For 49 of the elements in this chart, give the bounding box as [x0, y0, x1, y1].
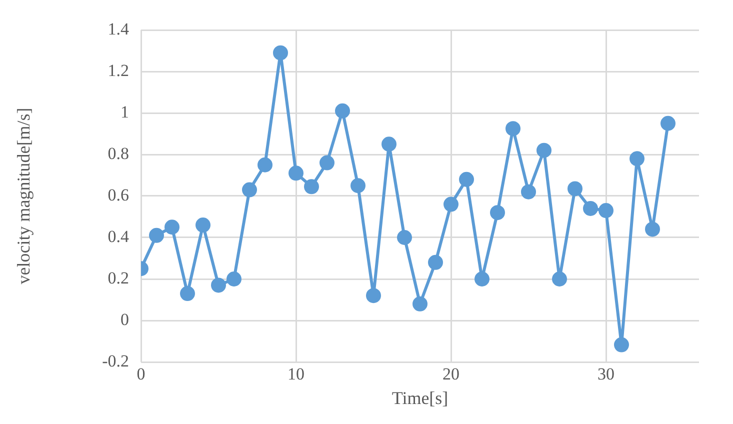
x-tick-label: 10: [288, 364, 304, 384]
point: [490, 205, 505, 220]
point: [382, 136, 396, 152]
y-tick-label: 1.2: [108, 60, 129, 80]
point: [149, 228, 164, 243]
y-tick-label: 0.2: [108, 268, 129, 288]
y-tick-label: 1: [120, 102, 129, 122]
y-axis-title: velocity magnitude[m/s]: [14, 108, 34, 284]
point: [350, 178, 366, 194]
point: [164, 220, 180, 235]
y-tick-label: -0.2: [102, 351, 129, 370]
y-tick-label: 0.6: [108, 185, 129, 204]
point: [428, 254, 443, 270]
point: [412, 296, 428, 312]
point: [598, 203, 614, 218]
point: [273, 45, 288, 60]
y-tick-label: 0: [120, 310, 129, 329]
point: [614, 337, 629, 352]
point: [536, 142, 552, 158]
x-tick-label: 30: [598, 364, 614, 384]
point: [444, 196, 458, 212]
point: [645, 222, 660, 237]
x-tick-label: 20: [442, 364, 460, 384]
point: [459, 172, 474, 187]
x-axis-title: Time[s]: [392, 388, 448, 408]
point: [366, 288, 381, 304]
point: [583, 200, 598, 216]
point: [474, 272, 490, 286]
point: [288, 166, 304, 181]
y-tick-label: 0.4: [108, 226, 130, 246]
point: [242, 182, 257, 198]
point: [506, 121, 520, 136]
point: [196, 218, 210, 233]
point: [521, 184, 536, 200]
point: [660, 116, 676, 131]
y-tick-label: 0.8: [108, 144, 129, 163]
point: [397, 230, 412, 245]
point: [630, 151, 644, 166]
y-tick-label: 1.4: [108, 19, 130, 38]
point: [226, 272, 242, 286]
point: [552, 272, 567, 286]
point: [304, 179, 319, 194]
x-tick-label: 0: [136, 364, 146, 384]
point: [211, 278, 226, 293]
point: [258, 157, 272, 172]
point: [335, 103, 350, 118]
point: [568, 181, 582, 196]
point: [180, 286, 195, 302]
point: [320, 155, 334, 170]
